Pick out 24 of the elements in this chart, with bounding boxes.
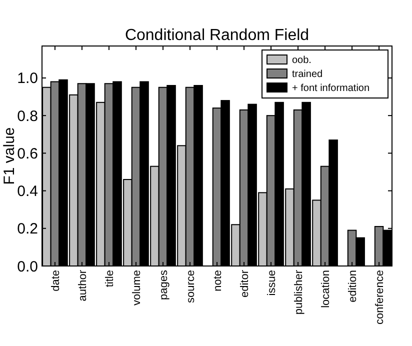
legend-label: oob. — [292, 55, 312, 66]
x-tick-label: edition — [347, 270, 360, 302]
x-tick-label: issue — [266, 270, 278, 296]
y-axis-title: F1 value — [1, 127, 18, 185]
x-tick-label: volume — [130, 270, 143, 306]
y-tick-label: 0.2 — [17, 220, 38, 238]
y-tick-label: 0.0 — [17, 258, 38, 276]
x-tick-label: location — [320, 270, 332, 308]
y-tick-label: 0.4 — [17, 183, 38, 200]
x-tick-label: date — [50, 270, 62, 292]
legend-label: trained — [292, 69, 323, 80]
x-tick-label: title — [104, 270, 116, 288]
legend-label: + font information — [292, 83, 370, 94]
y-tick-label: 1.0 — [17, 70, 38, 88]
x-tick-label: conference — [374, 270, 386, 324]
x-tick-label: note — [212, 270, 224, 292]
chart-title: Conditional Random Field — [124, 27, 310, 44]
x-tick-label: author — [76, 270, 89, 302]
y-tick-label: 0.8 — [17, 108, 38, 125]
x-tick-label: editor — [239, 270, 252, 298]
x-tick-label: source — [184, 270, 197, 304]
y-tick-label: 0.6 — [17, 145, 38, 162]
x-tick-label: publisher — [293, 270, 306, 315]
x-tick-label: pages — [158, 270, 170, 300]
